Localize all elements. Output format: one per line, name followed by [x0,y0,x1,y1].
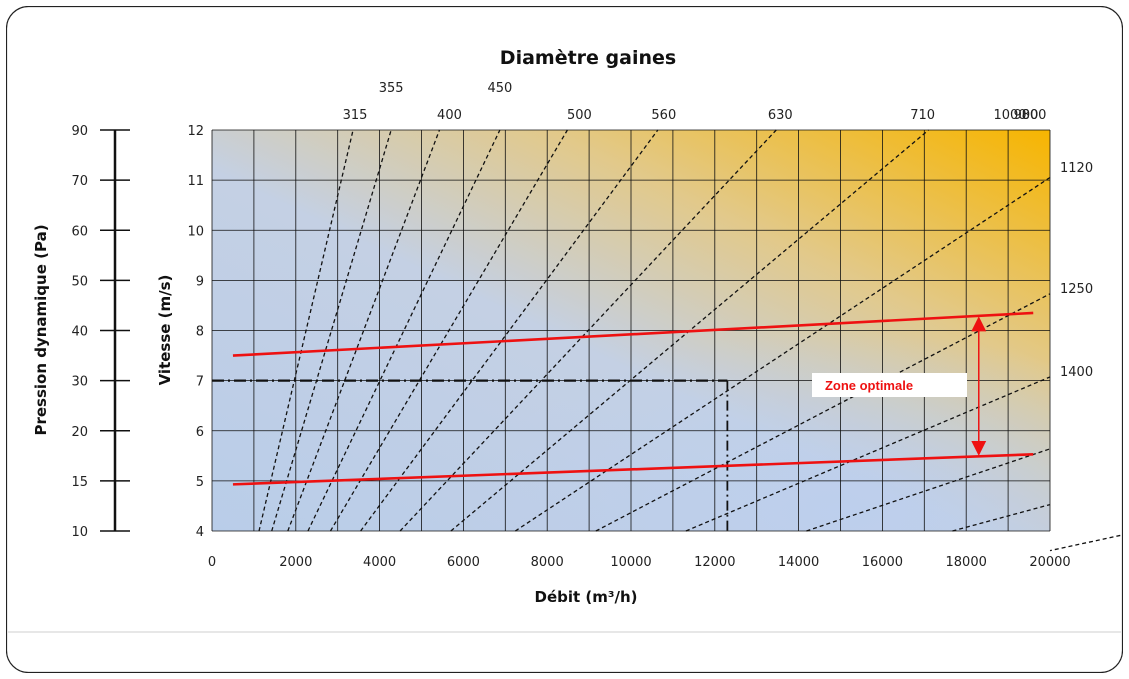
pressure-tick-label: 40 [71,325,88,340]
pressure-axis-title: Pression dynamique (Pa) [32,224,50,435]
x-tick-label: 4000 [363,555,396,570]
pressure-tick-label: 90 [71,124,88,139]
chart-frame: Diamètre gaines 0 2000 4000 6000 8000 10000 12… [6,6,1123,673]
x-tick-label: 0 [208,555,216,570]
x-axis-title: Débit (m³/h) [535,588,638,606]
x-tick-label: 14000 [778,555,819,570]
duct-label-355: 355 [379,81,404,96]
duct-line-630 [399,129,777,532]
duct-label-1120: 1120 [1060,161,1093,176]
optimal-upper-line [232,311,1034,357]
duct-line-900 [595,293,1051,532]
optimal-zone-label-bg [812,373,967,397]
pressure-tick-label: 70 [71,174,88,189]
duct-line-1000 [685,376,1051,532]
duct-label-560: 560 [651,108,676,123]
optimal-lines [232,311,1034,486]
duct-label-400: 400 [437,108,462,123]
duct-line-1400 [1049,534,1123,552]
chart-svg: Diamètre gaines 0 2000 4000 6000 8000 10000 12… [6,6,1123,673]
duct-label-450: 450 [487,81,512,96]
duct-label-1250: 1250 [1060,282,1093,297]
pressure-tick-label: 15 [71,475,88,490]
duct-line-800 [514,176,1051,532]
x-tick-label: 6000 [447,555,480,570]
duct-label-900: 900 [1014,108,1039,123]
y-tick-label: 12 [187,124,204,139]
pressure-axis: 90 70 60 50 40 30 20 15 10 [71,124,130,540]
y-tick-label: 4 [196,525,204,540]
x-axis-ticks: 0 2000 4000 6000 8000 10000 12000 14000 16000 180… [208,555,1071,570]
duct-label-630: 630 [768,108,793,123]
guide-lines [212,379,729,531]
optimal-lower-line [232,453,1034,486]
grid [211,129,1051,532]
pressure-tick-label: 20 [71,425,88,440]
x-tick-label: 18000 [946,555,987,570]
duct-label-1400: 1400 [1060,365,1093,380]
y-tick-label: 9 [196,274,204,289]
y-tick-label: 6 [196,425,204,440]
x-tick-label: 8000 [531,555,564,570]
y-axis-ticks: 4 5 6 7 8 9 10 11 12 [187,124,204,540]
chart-title: Diamètre gaines [500,47,676,69]
optimal-zone-label: Zone optimale [812,373,967,397]
pressure-tick-label: 30 [71,375,88,390]
duct-line-1120 [806,448,1051,532]
x-tick-label: 10000 [610,555,651,570]
x-tick-label: 2000 [279,555,312,570]
pressure-tick-label: 50 [71,274,88,289]
duct-line-400 [287,129,441,532]
duct-label-1000: 1000 [993,108,1026,123]
y-tick-label: 5 [196,475,204,490]
duct-line-560 [360,129,659,532]
duct-label-315: 315 [343,108,368,123]
y-axis-title: Vitesse (m/s) [156,275,174,386]
pressure-tick-label: 60 [71,224,88,239]
optimal-zone-label-text: Zone optimale [825,378,913,393]
y-tick-label: 8 [196,325,204,340]
y-tick-label: 7 [196,375,204,390]
y-tick-label: 10 [187,224,204,239]
x-tick-label: 20000 [1029,555,1070,570]
duct-label-500: 500 [567,108,592,123]
duct-label-710: 710 [910,108,935,123]
duct-line-1250 [952,503,1051,532]
duct-label-800: 800 [1022,108,1047,123]
pressure-tick-label: 10 [71,525,88,540]
duct-line-315 [258,129,354,532]
x-tick-label: 12000 [694,555,735,570]
duct-line-500 [329,129,568,532]
y-tick-label: 11 [187,174,204,189]
x-tick-label: 16000 [862,555,903,570]
